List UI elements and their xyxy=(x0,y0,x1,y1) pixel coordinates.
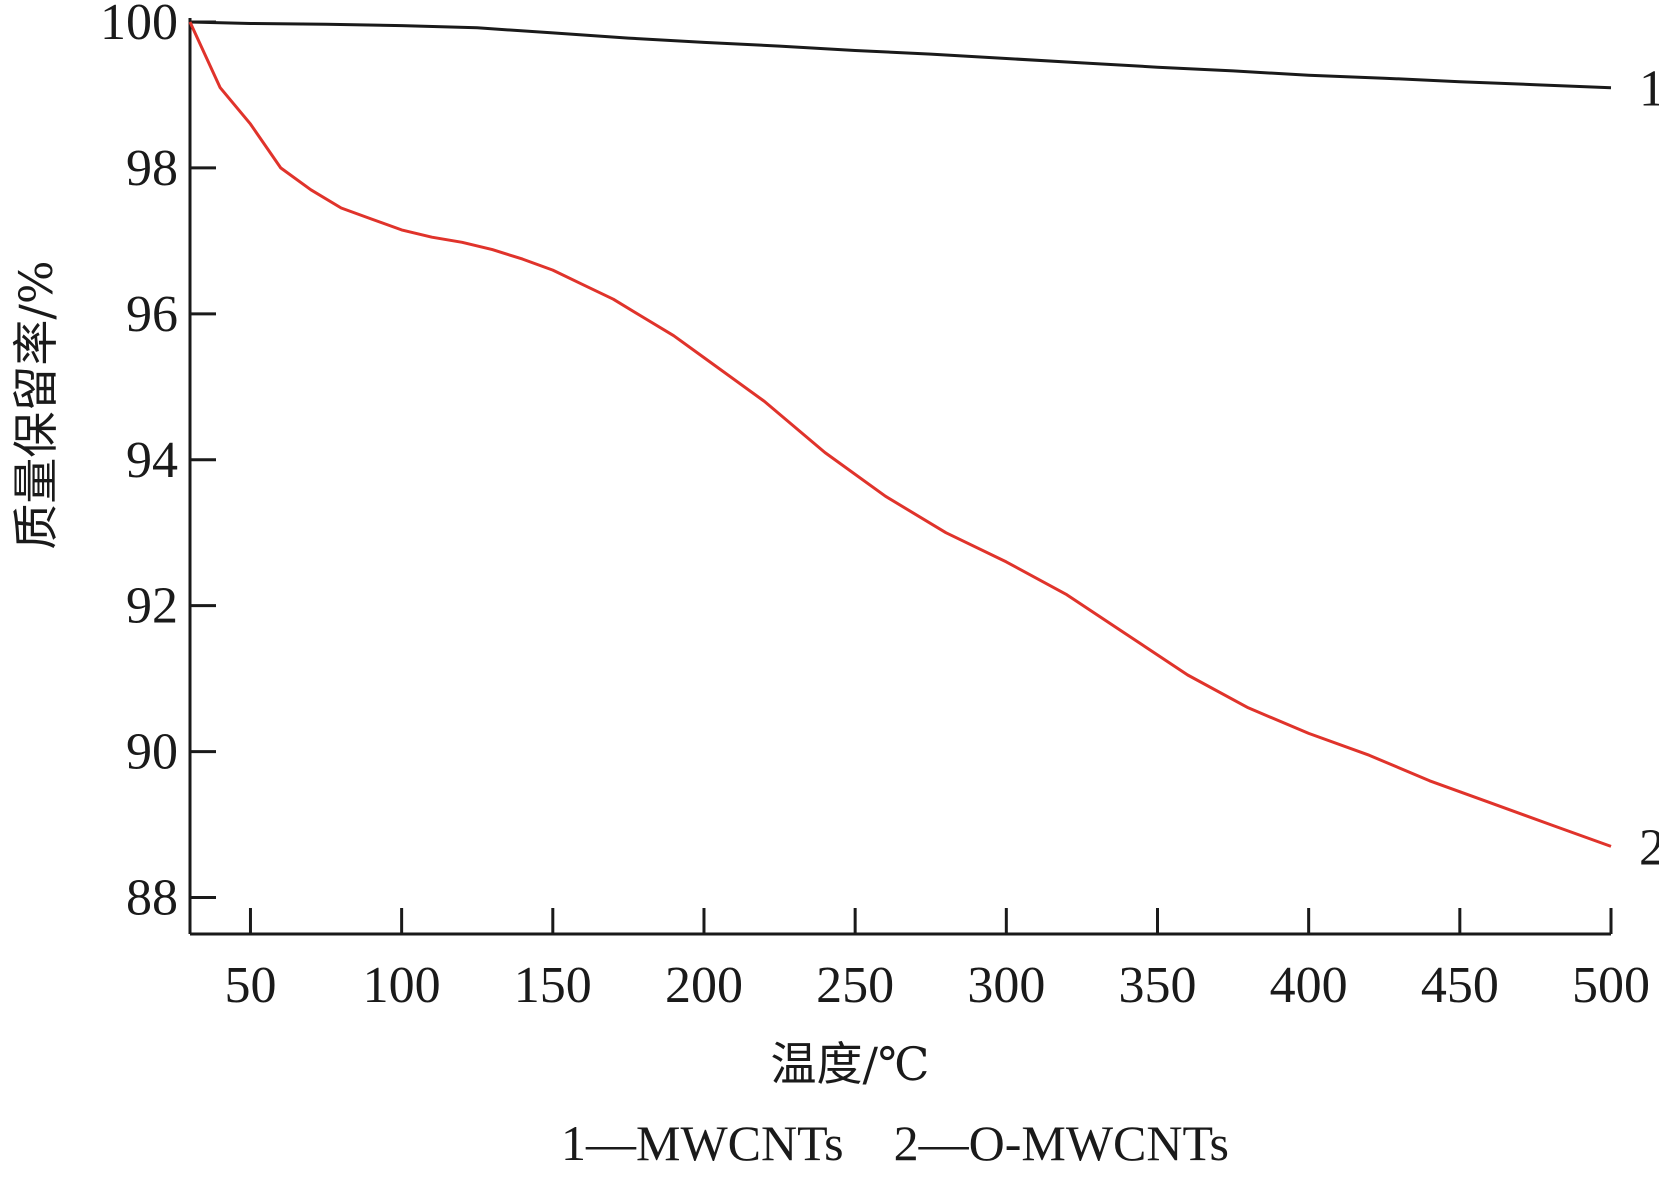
x-tick-label-350: 350 xyxy=(1118,957,1196,1014)
legend-text: 1—MWCNTs 2—O-MWCNTs xyxy=(561,1115,1229,1171)
axes xyxy=(188,18,1611,936)
series-end-label-2: 2 xyxy=(1639,819,1659,876)
x-tick-label-50: 50 xyxy=(224,957,276,1014)
series-group xyxy=(188,20,1612,848)
x-tick-label-250: 250 xyxy=(816,957,894,1014)
y-tick-label-98: 98 xyxy=(126,140,178,197)
y-tick-label-100: 100 xyxy=(100,0,178,51)
y-tick-label-96: 96 xyxy=(126,286,178,343)
x-tick-label-400: 400 xyxy=(1270,957,1348,1014)
y-axis-title: 质量保留率/% xyxy=(9,260,63,549)
labels: 12 xyxy=(1639,61,1659,877)
x-tick-label-300: 300 xyxy=(967,957,1045,1014)
x-tick-label-100: 100 xyxy=(363,957,441,1014)
series-line-2 xyxy=(188,21,1612,848)
y-tick-label-94: 94 xyxy=(126,432,178,489)
y-tick-label-92: 92 xyxy=(126,578,178,635)
x-axis-title: 温度/℃ xyxy=(771,1037,930,1091)
series-end-label-1: 1 xyxy=(1639,61,1659,118)
x-tick-label-450: 450 xyxy=(1421,957,1499,1014)
x-tick-label-150: 150 xyxy=(514,957,592,1014)
x-tick-label-500: 500 xyxy=(1572,957,1650,1014)
y-tick-label-90: 90 xyxy=(126,724,178,781)
y-tick-label-88: 88 xyxy=(126,870,178,927)
series-line-1 xyxy=(189,20,1612,90)
ticks: 50 100 150 200 250 300 350 400 450 500 88 90 92 94 96 9… xyxy=(100,0,1650,1014)
x-tick-label-200: 200 xyxy=(665,957,743,1014)
